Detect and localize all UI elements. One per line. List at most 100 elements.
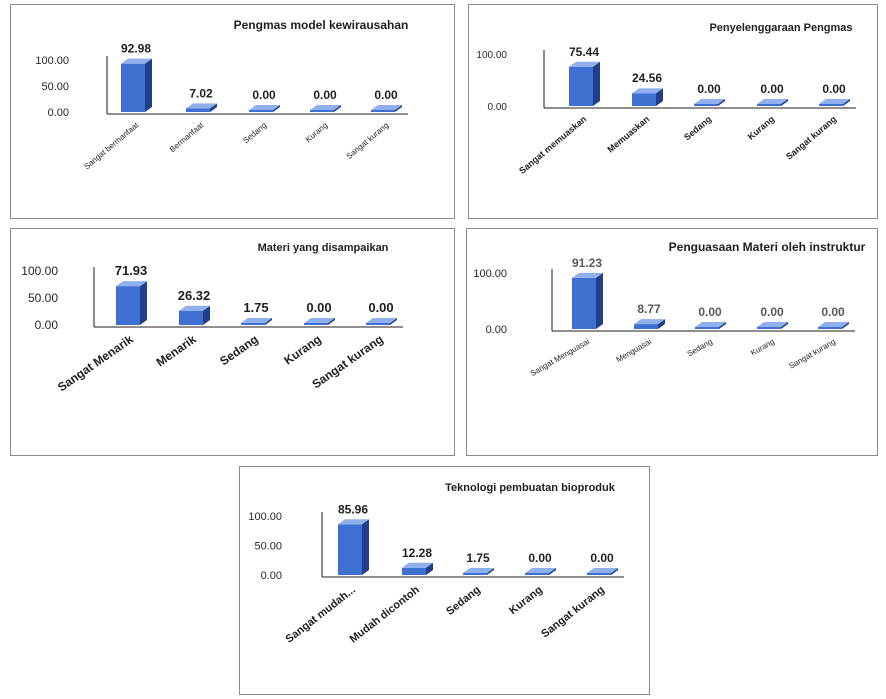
bar (241, 318, 272, 325)
data-label: 0.00 (374, 88, 398, 102)
chart-title: Penguasaan Materi oleh instruktur (669, 240, 866, 254)
category-label: Sangat Menguasai (529, 337, 591, 378)
data-label: 0.00 (528, 551, 552, 565)
data-label: 91.23 (572, 256, 602, 270)
data-label: 92.98 (121, 42, 151, 56)
bar (371, 105, 402, 112)
bar (757, 99, 788, 106)
bar (634, 319, 665, 329)
bar-chart: Pengmas model kewirausahan 0.00 50.00 100.0… (35, 18, 409, 171)
bar-chart: Penyelenggaraan Pengmas 0.00 100.00 75.44 Sa… (476, 22, 856, 176)
chart-title: Pengmas model kewirausahan (234, 18, 409, 32)
data-label: 26.32 (178, 288, 211, 303)
bar (338, 519, 369, 575)
y-tick-label: 50.00 (254, 541, 282, 553)
data-label: 0.00 (821, 305, 845, 319)
bar (572, 272, 603, 329)
chart-title: Penyelenggaraan Pengmas (709, 22, 852, 34)
y-tick-label: 0.00 (48, 107, 69, 119)
y-tick-label: 0.00 (486, 324, 507, 336)
category-label: Sedang (241, 121, 268, 146)
bar (402, 562, 433, 575)
chart-panel-pengmas-kewirausahan: Pengmas model kewirausahan 0.00 50.00 100.0… (10, 4, 455, 219)
y-tick-label: 100.00 (248, 511, 282, 523)
category-label: Kurang (304, 121, 330, 144)
data-label: 0.00 (698, 305, 722, 319)
chart-title: Teknologi pembuatan bioproduk (445, 482, 616, 494)
bar (694, 99, 725, 106)
category-label: Sangat kurang (539, 584, 607, 640)
category-label: Sedang (217, 332, 261, 368)
chart-panel-penguasaan-materi: Penguasaan Materi oleh instruktur 0.00 100… (466, 228, 878, 456)
y-tick-label: 50.00 (28, 291, 58, 305)
y-tick-label: 100.00 (476, 50, 507, 61)
y-tick-label: 0.00 (35, 318, 59, 332)
data-label: 75.44 (569, 45, 599, 59)
category-label: Bermanfaat (168, 120, 206, 154)
bar (587, 568, 618, 575)
category-label: Sedang (686, 337, 714, 359)
bar (116, 281, 147, 325)
category-label: Sangat kurang (784, 114, 838, 162)
data-label: 7.02 (189, 86, 213, 100)
y-tick-label: 0.00 (261, 570, 282, 582)
bar (525, 568, 556, 575)
bar (249, 105, 280, 112)
data-label: 0.00 (313, 88, 337, 102)
bar (121, 58, 152, 112)
category-label: Mudah dicontoh (348, 584, 423, 646)
y-tick-label: 100.00 (21, 264, 58, 278)
category-label: Sangat kurang (787, 337, 837, 371)
chart-panel-materi-disampaikan: Materi yang disampaikan 0.00 50.00 100.00 71… (10, 228, 455, 456)
bar (819, 99, 850, 106)
bar (310, 105, 341, 112)
category-label: Sangat kurang (345, 121, 391, 161)
bar (366, 318, 397, 325)
data-label: 1.75 (243, 300, 268, 315)
y-tick-label: 50.00 (41, 81, 69, 93)
data-label: 0.00 (822, 82, 846, 96)
category-label: Memuaskan (605, 114, 651, 155)
category-label: Kurang (746, 114, 777, 142)
category-label: Sangat bermanfaat (82, 120, 141, 171)
data-label: 0.00 (252, 88, 276, 102)
data-label: 0.00 (697, 82, 721, 96)
data-label: 0.00 (760, 82, 784, 96)
y-tick-label: 0.00 (488, 102, 508, 113)
chart-panel-penyelenggaraan-pengmas: Penyelenggaraan Pengmas 0.00 100.00 75.44 Sa… (468, 4, 878, 219)
data-label: 0.00 (760, 305, 784, 319)
bar-chart: Penguasaan Materi oleh instruktur 0.00 100… (473, 240, 866, 378)
data-label: 71.93 (115, 263, 148, 278)
category-label: Sangat Menarik (55, 332, 136, 395)
category-label: Sedang (682, 114, 713, 143)
category-label: Sedang (444, 584, 483, 618)
data-label: 0.00 (590, 551, 614, 565)
data-label: 0.00 (306, 300, 331, 315)
bar-chart: Teknologi pembuatan bioproduk 0.00 50.00 10… (248, 482, 624, 646)
data-label: 0.00 (368, 300, 393, 315)
chart-panel-teknologi-bioproduk: Teknologi pembuatan bioproduk 0.00 50.00 10… (239, 466, 650, 695)
data-label: 12.28 (402, 546, 432, 560)
bar (463, 568, 494, 575)
bar (632, 88, 663, 106)
y-tick-label: 100.00 (35, 55, 69, 67)
data-label: 85.96 (338, 502, 368, 516)
bar (179, 305, 210, 325)
category-label: Sangat memuaskan (517, 114, 588, 176)
bar (304, 318, 335, 325)
chart-title: Materi yang disampaikan (258, 242, 389, 254)
bar (818, 322, 849, 329)
category-label: Menguasai (615, 337, 654, 364)
bar (186, 103, 217, 112)
data-label: 24.56 (632, 71, 662, 85)
bar (695, 322, 726, 329)
bar (757, 322, 788, 329)
data-label: 1.75 (466, 551, 490, 565)
bar-chart: Materi yang disampaikan 0.00 50.00 100.00 71… (21, 242, 403, 395)
y-tick-label: 100.00 (473, 268, 507, 280)
category-label: Kurang (749, 337, 776, 358)
category-label: Kurang (507, 584, 545, 617)
category-label: Kurang (281, 332, 323, 368)
bar (569, 61, 600, 106)
category-label: Menarik (154, 332, 199, 370)
